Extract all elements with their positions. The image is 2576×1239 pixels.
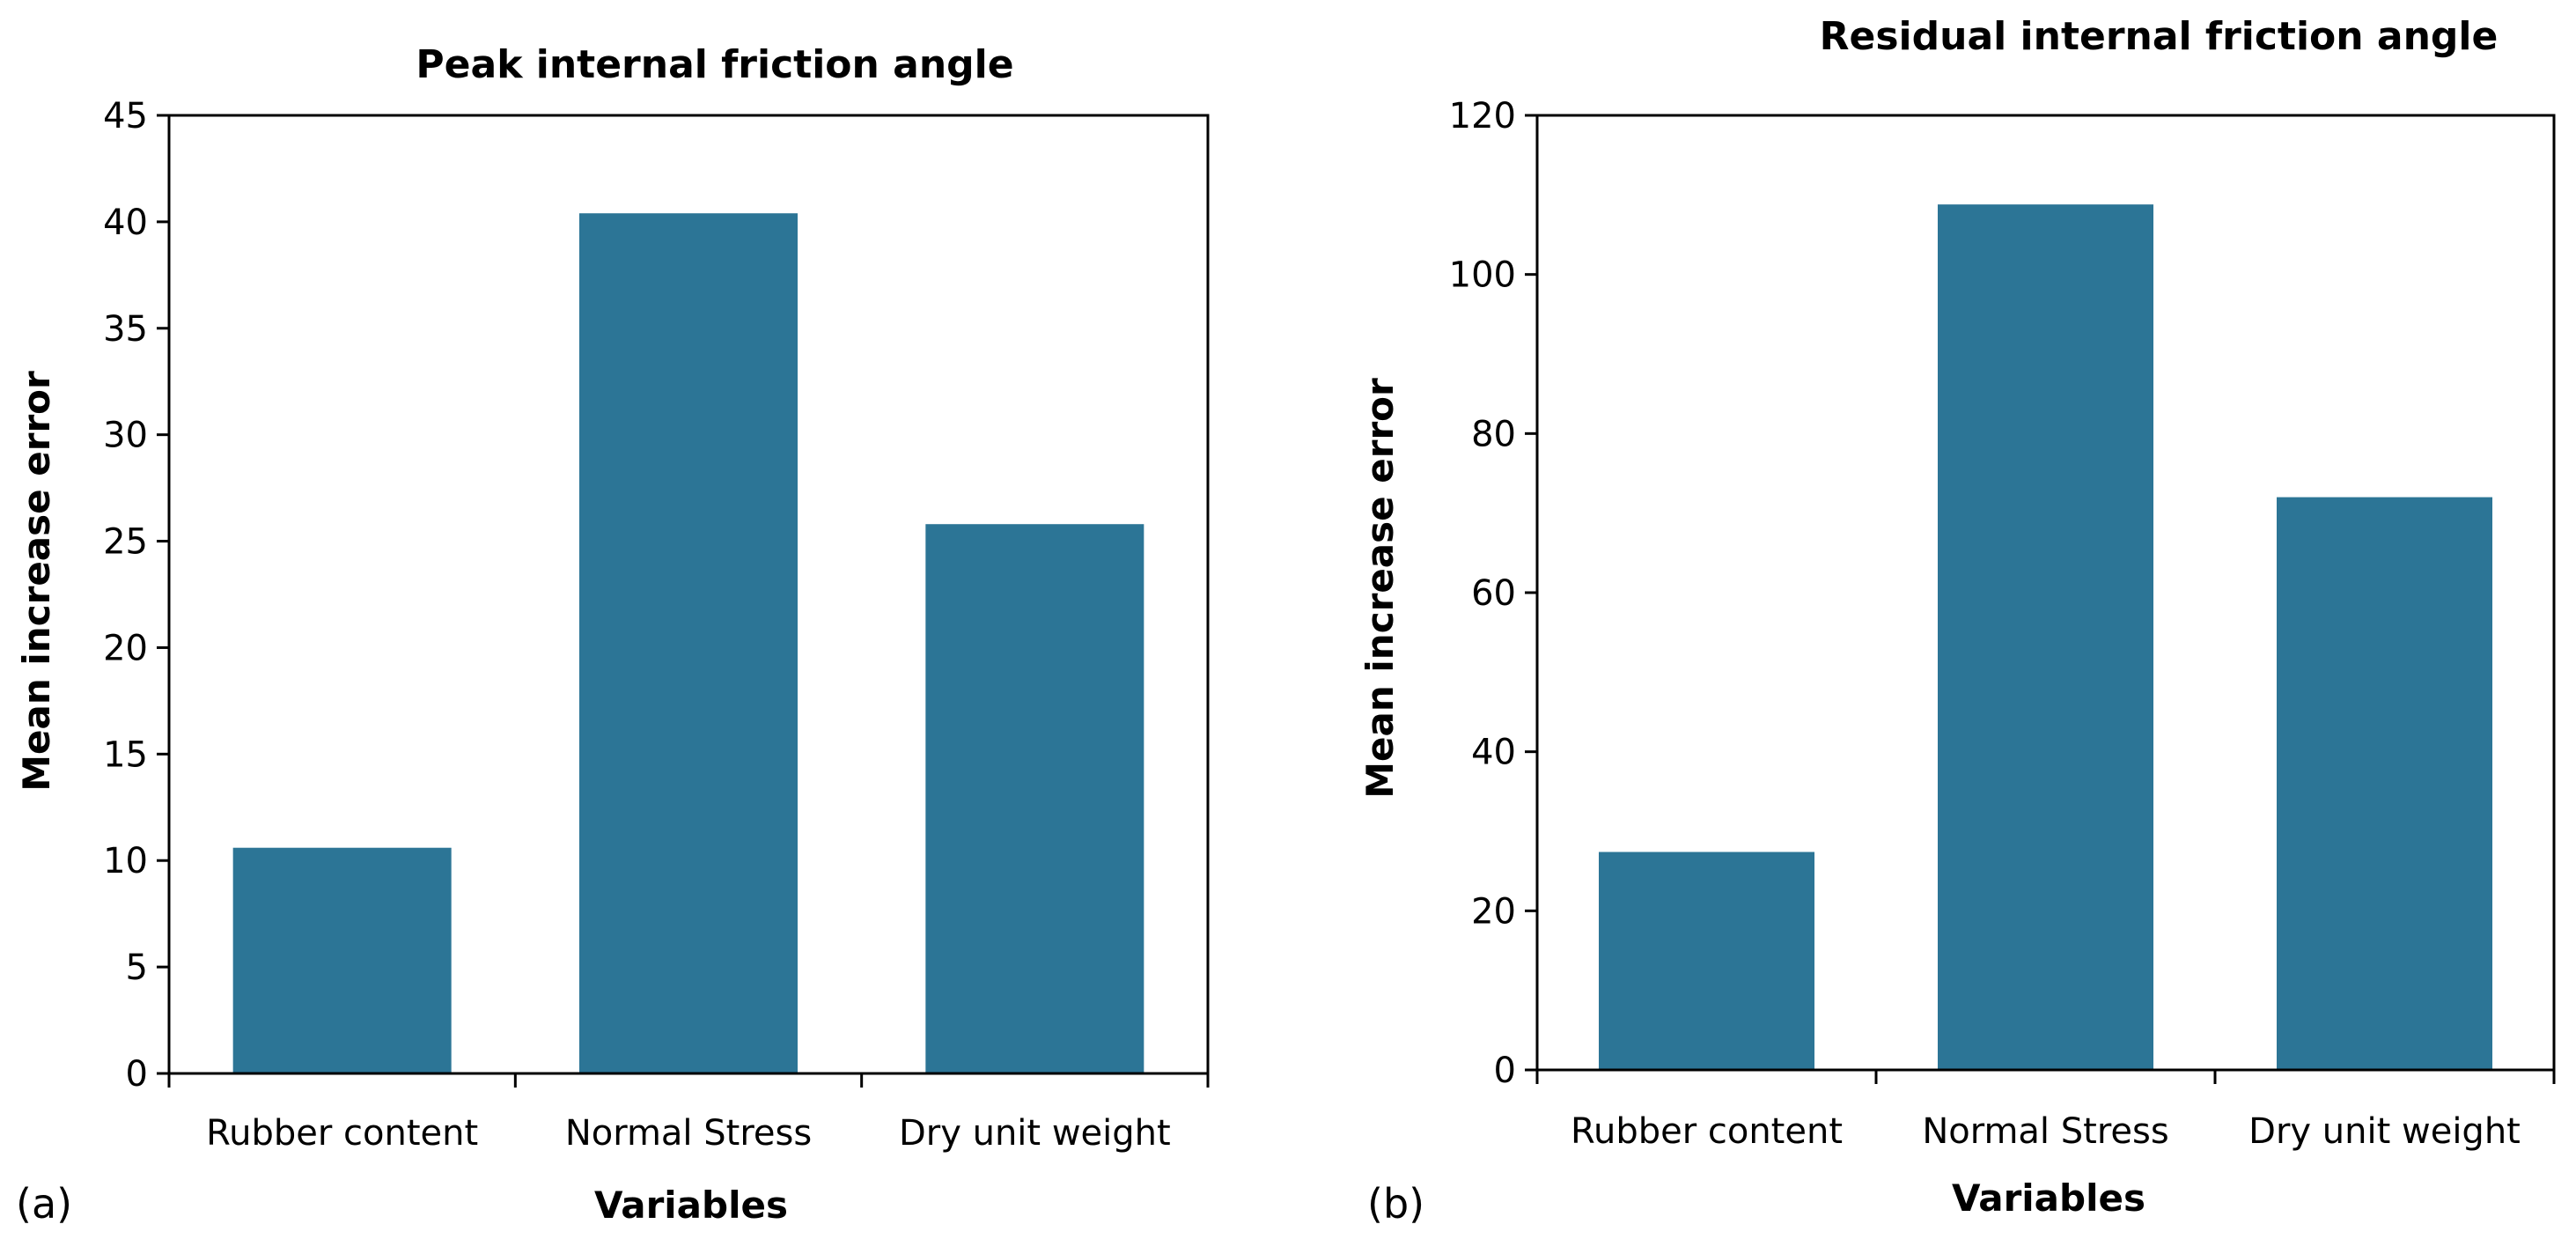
bar <box>1938 204 2153 1070</box>
y-axis-title: Mean increase error <box>15 371 58 792</box>
x-axis-ticks: Rubber content Normal Stress Dry unit weig… <box>1535 1070 2556 1152</box>
bar <box>925 524 1144 1073</box>
chart-peak-friction-angle: Peak internal friction angle Mean increa… <box>15 42 1210 1228</box>
plot-frame <box>167 114 1210 1075</box>
y-tick-label: 25 <box>103 522 148 563</box>
x-tick-label: Rubber content <box>1571 1111 1843 1152</box>
y-tick-label: 0 <box>1494 1051 1516 1091</box>
chart-title: Residual internal friction angle <box>1820 14 2499 59</box>
y-tick-label: 45 <box>103 96 148 136</box>
y-tick-label: 0 <box>126 1054 148 1095</box>
y-tick-label: 30 <box>103 416 148 456</box>
chart-residual-friction-angle: Residual internal friction angle Mean in… <box>1358 14 2556 1228</box>
chart-title: Peak internal friction angle <box>416 42 1013 87</box>
y-tick-label: 10 <box>103 841 148 881</box>
y-tick-label: 20 <box>1471 891 1516 932</box>
y-tick-label: 120 <box>1449 96 1516 136</box>
y-tick-label: 100 <box>1449 255 1516 296</box>
x-tick-label: Dry unit weight <box>2248 1111 2521 1152</box>
x-axis-title: Variables <box>594 1184 788 1227</box>
y-tick-label: 35 <box>103 309 148 350</box>
panel-label: (a) <box>16 1180 72 1228</box>
y-tick-label: 40 <box>103 203 148 243</box>
x-tick-label: Normal Stress <box>1922 1111 2168 1152</box>
bar <box>232 847 452 1073</box>
x-tick-label: Rubber content <box>206 1113 478 1154</box>
x-axis-title: Variables <box>1952 1176 2145 1220</box>
x-axis-ticks: Rubber content Normal Stress Dry unit weig… <box>167 1073 1210 1154</box>
panel-label: (b) <box>1367 1180 1424 1228</box>
y-tick-label: 60 <box>1471 573 1516 614</box>
x-tick-label: Dry unit weight <box>899 1113 1171 1154</box>
y-axis-title: Mean increase error <box>1358 378 1402 799</box>
bar <box>1599 852 1814 1070</box>
y-tick-label: 20 <box>103 628 148 668</box>
bar <box>2277 497 2492 1070</box>
y-tick-label: 40 <box>1471 733 1516 773</box>
bar <box>579 213 798 1073</box>
plot-frame <box>1535 114 2556 1072</box>
y-tick-label: 80 <box>1471 414 1516 454</box>
bars <box>232 213 1144 1073</box>
bars <box>1599 204 2492 1070</box>
x-tick-label: Normal Stress <box>565 1113 812 1154</box>
y-axis-ticks: 0 5 10 15 20 25 30 35 40 45 <box>103 96 169 1095</box>
y-tick-label: 15 <box>103 734 148 775</box>
y-axis-ticks: 0 20 40 60 80 100 120 <box>1449 96 1537 1091</box>
y-tick-label: 5 <box>126 948 148 988</box>
